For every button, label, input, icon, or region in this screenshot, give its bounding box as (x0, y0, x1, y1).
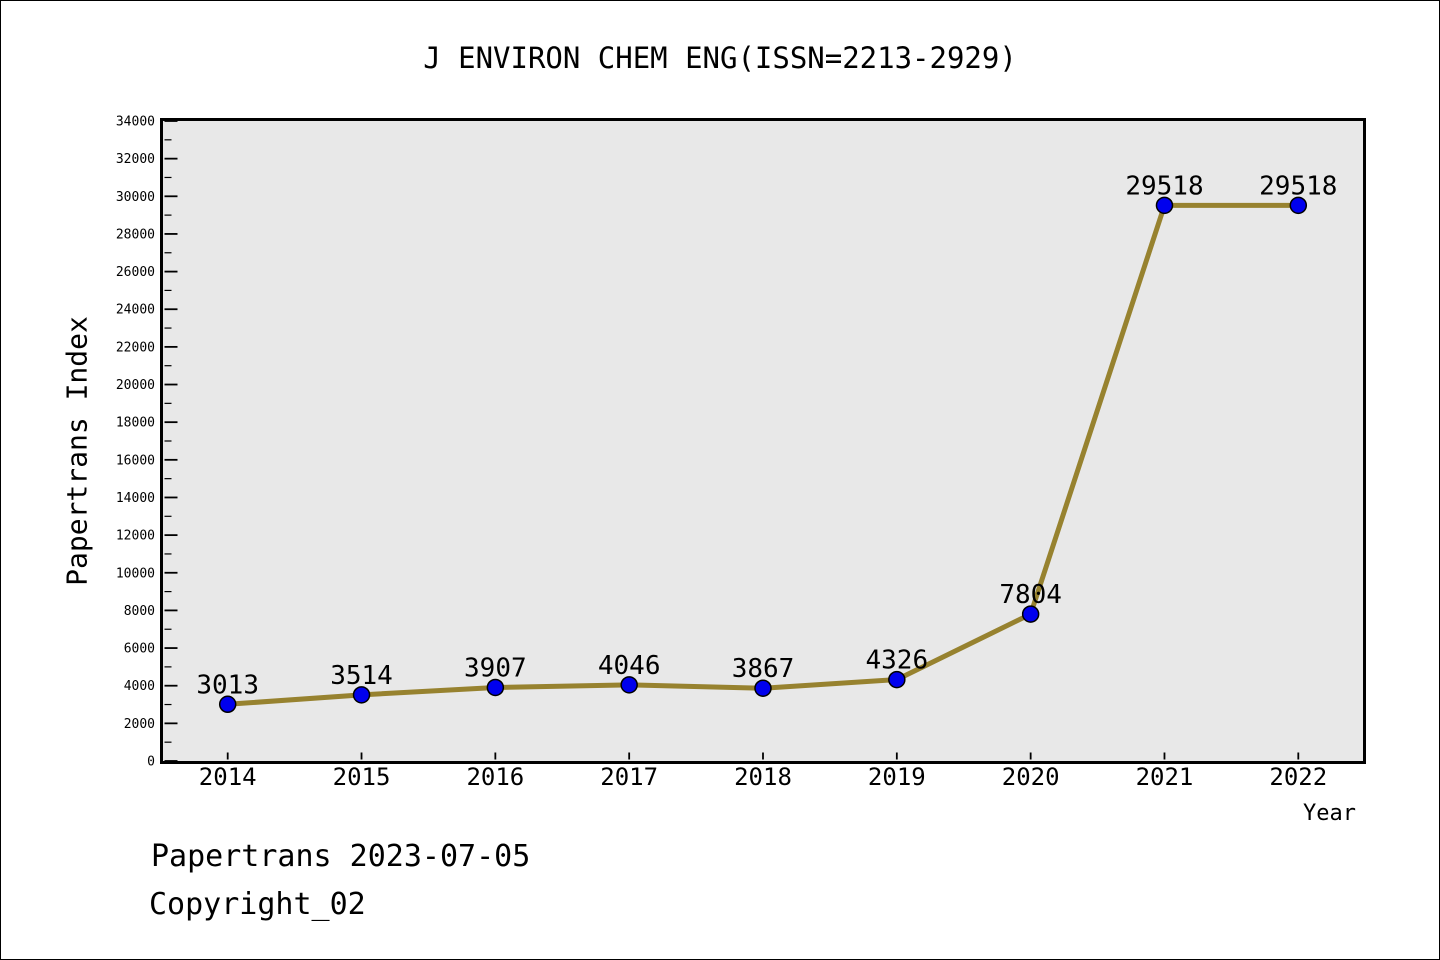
x-tick-label: 2014 (199, 763, 257, 791)
y-tick-label: 28000 (116, 227, 155, 242)
data-label-2014: 3013 (196, 670, 259, 700)
y-tick-label: 16000 (116, 453, 155, 468)
data-label-2021: 29518 (1125, 171, 1203, 201)
data-point-2017 (620, 676, 638, 694)
data-point-2015 (352, 686, 371, 704)
y-tick-label: 14000 (116, 491, 155, 506)
data-label-2022: 29518 (1259, 171, 1337, 201)
x-axis-label: Year (1303, 801, 1356, 826)
y-tick-label: 4000 (124, 679, 155, 694)
data-point-2016 (486, 678, 505, 697)
y-tick-label: 12000 (116, 529, 155, 544)
data-label-2016: 3907 (464, 653, 527, 683)
chart-title: J ENVIRON CHEM ENG(ISSN=2213-2929) (423, 41, 1017, 75)
y-tick-label: 22000 (116, 340, 155, 355)
data-point-2018 (754, 679, 772, 697)
y-tick-label: 18000 (116, 416, 155, 431)
x-tick-label: 2018 (734, 763, 792, 791)
y-tick-label: 34000 (116, 115, 155, 130)
footer-source-date: Papertrans 2023-07-05 (151, 839, 531, 874)
y-tick-label: 20000 (116, 378, 155, 393)
x-tick-label: 2020 (1002, 763, 1060, 791)
data-point-2022 (1289, 196, 1308, 215)
data-point-2019 (888, 670, 906, 689)
y-tick-label: 10000 (116, 566, 155, 581)
y-tick-label: 26000 (116, 265, 155, 280)
x-tick-label: 2016 (466, 763, 524, 791)
data-label-2020: 7804 (999, 580, 1062, 610)
x-tick-label: 2017 (600, 763, 658, 791)
data-label-2017: 4046 (598, 651, 661, 681)
x-tick-label: 2021 (1136, 763, 1194, 791)
y-tick-label: 8000 (124, 604, 155, 619)
y-tick-label: 0 (147, 755, 155, 770)
x-tick-label: 2015 (333, 763, 391, 791)
y-tick-label: 24000 (116, 303, 155, 318)
y-tick-label: 2000 (124, 717, 155, 732)
data-label-2015: 3514 (330, 661, 393, 691)
x-tick-label: 2022 (1269, 763, 1327, 791)
y-tick-label: 30000 (116, 190, 155, 205)
data-point-2020 (1021, 605, 1040, 623)
y-tick-label: 32000 (116, 152, 155, 167)
x-tick-label: 2019 (868, 763, 926, 791)
data-label-2018: 3867 (732, 654, 795, 684)
data-point-2014 (218, 695, 237, 714)
footer-copyright: Copyright_02 (149, 887, 366, 922)
y-tick-label: 6000 (124, 642, 155, 657)
data-label-2019: 4326 (866, 646, 929, 676)
plot-area (160, 118, 1366, 764)
data-point-2021 (1155, 196, 1174, 215)
